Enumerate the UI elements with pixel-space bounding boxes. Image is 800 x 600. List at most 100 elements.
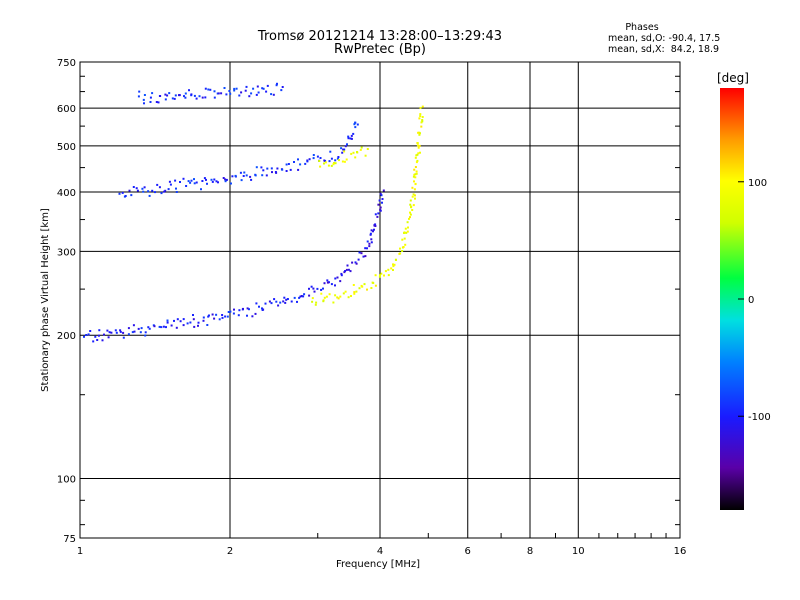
data-point — [270, 302, 273, 305]
data-point — [250, 92, 253, 95]
data-point — [323, 162, 325, 165]
y-tick-label: 300 — [57, 247, 76, 258]
data-point — [401, 250, 404, 252]
data-point — [413, 180, 415, 183]
data-point — [137, 95, 140, 98]
data-point — [323, 282, 326, 285]
data-point — [392, 265, 395, 268]
data-point — [218, 318, 221, 321]
data-points — [83, 82, 424, 343]
data-point — [137, 327, 140, 330]
data-point — [260, 166, 263, 169]
data-point — [350, 295, 352, 297]
data-point — [293, 161, 295, 163]
data-point — [169, 183, 172, 186]
data-point — [227, 311, 230, 313]
x-tick-label: 2 — [227, 546, 233, 557]
data-point — [403, 237, 406, 240]
data-point — [280, 89, 283, 92]
data-point — [141, 187, 144, 190]
data-point — [340, 272, 343, 275]
data-point — [407, 226, 409, 229]
data-point — [334, 159, 337, 162]
data-point — [258, 305, 260, 308]
data-point — [148, 194, 151, 197]
data-point — [273, 298, 276, 301]
data-point — [213, 96, 216, 99]
data-point — [235, 87, 238, 90]
data-point — [379, 209, 382, 212]
data-point — [364, 247, 367, 250]
data-point — [281, 168, 284, 171]
data-point — [311, 297, 314, 300]
data-point — [164, 98, 167, 101]
data-point — [337, 297, 340, 300]
y-tick-label: 200 — [57, 331, 76, 342]
data-point — [418, 117, 421, 120]
data-point — [251, 315, 254, 318]
data-point — [92, 340, 95, 343]
data-point — [416, 159, 419, 162]
data-point — [204, 87, 207, 90]
y-tick-label: 500 — [57, 142, 76, 153]
data-point — [419, 115, 422, 118]
data-point — [155, 101, 158, 103]
x-tick-label: 4 — [377, 546, 383, 557]
data-point — [122, 331, 125, 334]
data-point — [147, 190, 150, 193]
data-point — [414, 156, 417, 159]
data-point — [131, 331, 134, 334]
data-point — [202, 319, 205, 322]
data-point — [189, 181, 192, 184]
data-point — [416, 153, 419, 156]
data-point — [157, 101, 160, 104]
data-point — [332, 163, 335, 166]
data-point — [328, 281, 330, 284]
data-point — [419, 151, 421, 154]
data-point — [366, 288, 368, 291]
data-point — [206, 324, 209, 326]
data-point — [345, 158, 348, 161]
data-point — [220, 92, 223, 95]
data-point — [226, 315, 229, 318]
data-point — [414, 197, 416, 200]
colorbar-tick-label: -100 — [748, 412, 771, 423]
data-point — [420, 121, 423, 124]
data-point — [139, 331, 142, 334]
data-point — [415, 172, 418, 175]
data-point — [404, 227, 407, 230]
data-point — [358, 287, 361, 290]
y-tick-label: 100 — [57, 475, 76, 486]
data-point — [342, 148, 345, 151]
data-point — [234, 174, 237, 177]
data-point — [255, 302, 258, 305]
data-point — [249, 175, 252, 178]
data-point — [248, 308, 250, 311]
data-point — [174, 179, 177, 182]
data-point — [414, 194, 416, 197]
x-tick-label: 8 — [527, 546, 533, 557]
data-point — [272, 93, 275, 96]
data-point — [315, 301, 318, 304]
data-point — [175, 191, 178, 193]
data-point — [144, 334, 147, 337]
data-point — [132, 186, 135, 188]
data-point — [268, 300, 271, 303]
data-point — [221, 314, 224, 316]
data-point — [160, 192, 163, 195]
data-point — [276, 167, 279, 170]
data-point — [285, 170, 288, 172]
data-point — [271, 171, 273, 174]
data-point — [148, 327, 151, 330]
data-point — [362, 255, 365, 258]
data-point — [334, 284, 336, 287]
data-point — [158, 325, 161, 328]
data-point — [142, 190, 145, 193]
data-point — [103, 333, 105, 336]
data-point — [411, 195, 414, 198]
data-point — [411, 186, 414, 189]
data-point — [304, 162, 307, 165]
x-axis-label: Frequency [MHz] — [336, 559, 420, 570]
data-point — [175, 187, 177, 190]
data-point — [283, 296, 286, 299]
